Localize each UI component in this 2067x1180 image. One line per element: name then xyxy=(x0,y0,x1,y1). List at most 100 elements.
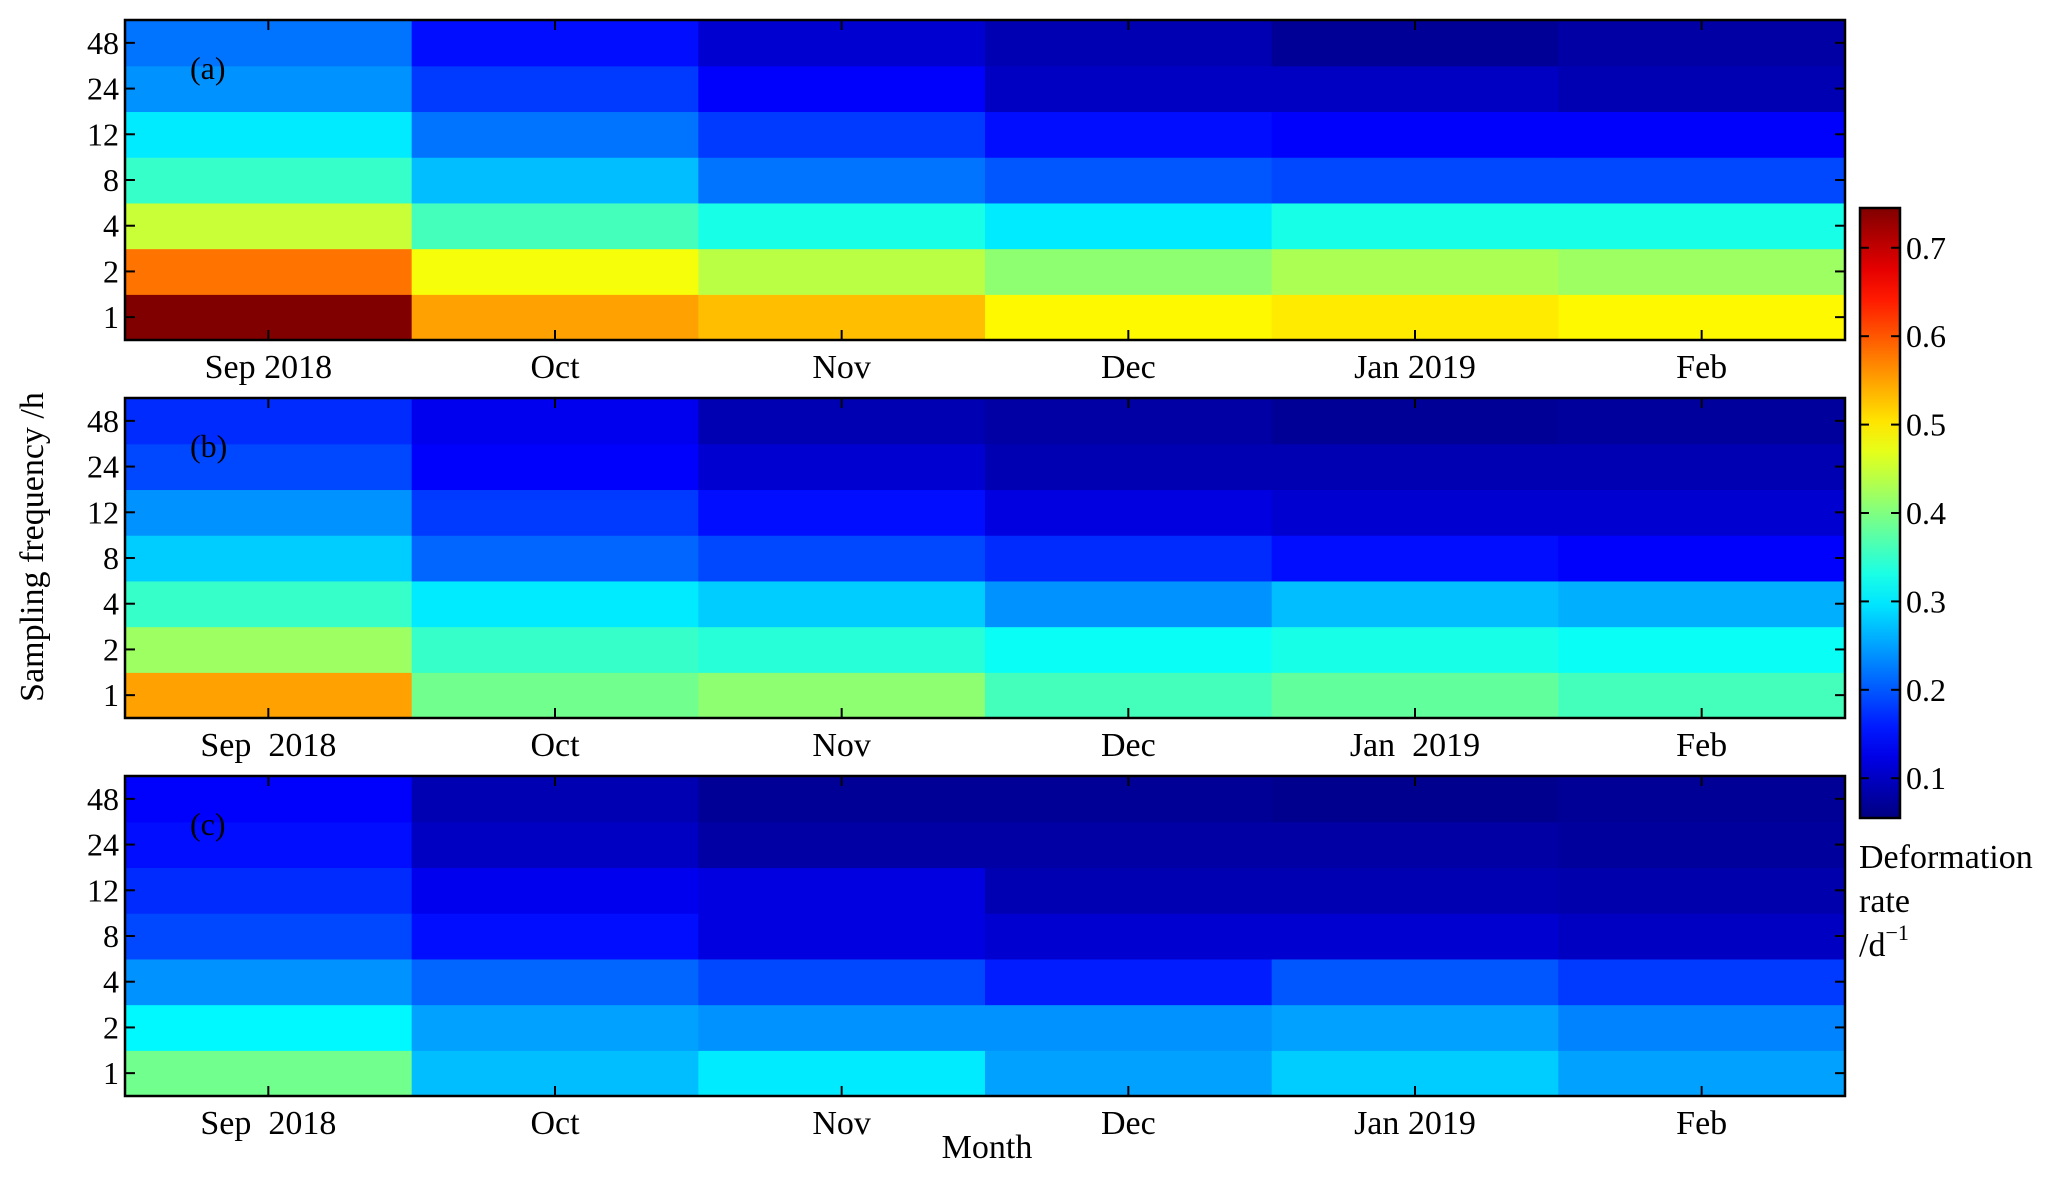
heatmap-cell xyxy=(125,443,413,491)
heatmap-cell xyxy=(125,958,413,1006)
x-tick-label: Sep 2018 xyxy=(200,727,336,764)
heatmap-cell xyxy=(1558,913,1846,960)
heatmap-cell xyxy=(411,580,699,628)
heatmap-cell xyxy=(411,1004,699,1051)
x-tick-label: Feb xyxy=(1676,1105,1727,1142)
heatmap-cell xyxy=(1558,1004,1846,1051)
heatmap-cell xyxy=(411,202,699,250)
heatmap-cell xyxy=(985,157,1273,204)
heatmap-cell xyxy=(985,202,1273,250)
heatmap-cell xyxy=(125,913,413,960)
y-tick-label: 8 xyxy=(103,918,119,954)
y-axis-label: Sampling frequency /h xyxy=(14,392,51,702)
y-tick-label: 24 xyxy=(87,449,119,485)
heatmap-cell xyxy=(985,626,1273,673)
y-tick-label: 48 xyxy=(87,403,119,439)
heatmap-cell xyxy=(985,913,1273,960)
colorbar-tick-label: 0.4 xyxy=(1906,495,1946,531)
x-tick-label: Nov xyxy=(812,349,871,386)
heatmap-cell xyxy=(1558,821,1846,869)
heatmap-cell xyxy=(698,958,986,1006)
heatmap-cell xyxy=(1558,535,1846,582)
heatmap-cell xyxy=(698,535,986,582)
heatmap-cell xyxy=(985,1004,1273,1051)
heatmap-cell xyxy=(698,867,986,914)
heatmap-cell xyxy=(1558,111,1846,158)
x-tick-label: Jan 2019 xyxy=(1350,727,1480,764)
x-tick-label: Feb xyxy=(1676,727,1727,764)
x-tick-label: Jan 2019 xyxy=(1354,1105,1476,1142)
heatmap-cell xyxy=(125,202,413,250)
heatmap-cell xyxy=(125,111,413,158)
heatmap-cell xyxy=(1271,111,1559,158)
heatmap-cell xyxy=(1558,580,1846,628)
heatmap-cell xyxy=(411,443,699,491)
heatmap-cell xyxy=(1271,248,1559,295)
y-tick-label: 48 xyxy=(87,781,119,817)
y-tick-label: 12 xyxy=(87,872,119,908)
y-tick-label: 24 xyxy=(87,827,119,863)
heatmap-cell xyxy=(125,535,413,582)
y-tick-label: 1 xyxy=(103,677,119,713)
heatmap-cell xyxy=(125,1004,413,1051)
heatmap-cell xyxy=(125,248,413,295)
heatmap-cell xyxy=(985,65,1273,113)
heatmap-cell xyxy=(698,626,986,673)
x-tick-label: Sep 2018 xyxy=(205,349,333,386)
heatmap-cell xyxy=(698,489,986,536)
colorbar-unit: /d−1 xyxy=(1859,920,1909,964)
heatmap-cell xyxy=(1558,248,1846,295)
heatmap-cell xyxy=(411,157,699,204)
heatmap-cell xyxy=(411,111,699,158)
heatmap-cell xyxy=(698,821,986,869)
heatmap-cell xyxy=(125,626,413,673)
heatmap-cell xyxy=(1271,580,1559,628)
heatmap-cell xyxy=(698,157,986,204)
colorbar-tick-label: 0.2 xyxy=(1906,672,1946,708)
colorbar-tick-label: 0.6 xyxy=(1906,318,1946,354)
heatmap-cell xyxy=(1271,157,1559,204)
panel-label: (b) xyxy=(190,428,227,464)
colorbar-label-line-2: rate xyxy=(1859,883,1910,920)
heatmap-cell xyxy=(1271,535,1559,582)
heatmap-cell xyxy=(1271,1004,1559,1051)
colorbar-unit-base: /d xyxy=(1859,927,1885,964)
y-tick-label: 12 xyxy=(87,494,119,530)
heatmap-cell xyxy=(411,65,699,113)
heatmap-cell xyxy=(698,580,986,628)
heatmap-cell xyxy=(1271,443,1559,491)
heatmap-cell xyxy=(985,821,1273,869)
x-tick-label: Feb xyxy=(1676,349,1727,386)
heatmap-cell xyxy=(985,867,1273,914)
heatmap-cell xyxy=(985,489,1273,536)
heatmap-cell xyxy=(698,1004,986,1051)
heatmap-cell xyxy=(411,535,699,582)
x-axis-label: Month xyxy=(942,1129,1033,1166)
heatmap-cell xyxy=(698,443,986,491)
heatmap-cell xyxy=(411,626,699,673)
colorbar-tick-label: 0.5 xyxy=(1906,407,1946,443)
y-tick-label: 48 xyxy=(87,25,119,61)
heatmap-cell xyxy=(1558,65,1846,113)
heatmap-cell xyxy=(985,248,1273,295)
y-tick-label: 24 xyxy=(87,71,119,107)
heatmap-cell xyxy=(1558,443,1846,491)
colorbar-unit-exponent: −1 xyxy=(1885,920,1908,945)
heatmap-cell xyxy=(125,489,413,536)
heatmap-cell xyxy=(1271,489,1559,536)
heatmap-cell xyxy=(1271,202,1559,250)
heatmap-cell xyxy=(125,65,413,113)
heatmap-cell xyxy=(125,821,413,869)
heatmap-cell xyxy=(1271,626,1559,673)
x-tick-label: Oct xyxy=(530,727,580,764)
heatmap-cell xyxy=(1558,157,1846,204)
x-tick-label: Nov xyxy=(812,727,871,764)
heatmap-cell xyxy=(1271,821,1559,869)
panel-label: (c) xyxy=(190,806,226,842)
colorbar-tick-label: 0.1 xyxy=(1906,760,1946,796)
colorbar: 0.1 0.2 0.3 0.4 0.5 0.6 0.7 xyxy=(1858,206,1946,820)
x-tick-label: Dec xyxy=(1101,349,1156,386)
heatmap-cell xyxy=(698,111,986,158)
